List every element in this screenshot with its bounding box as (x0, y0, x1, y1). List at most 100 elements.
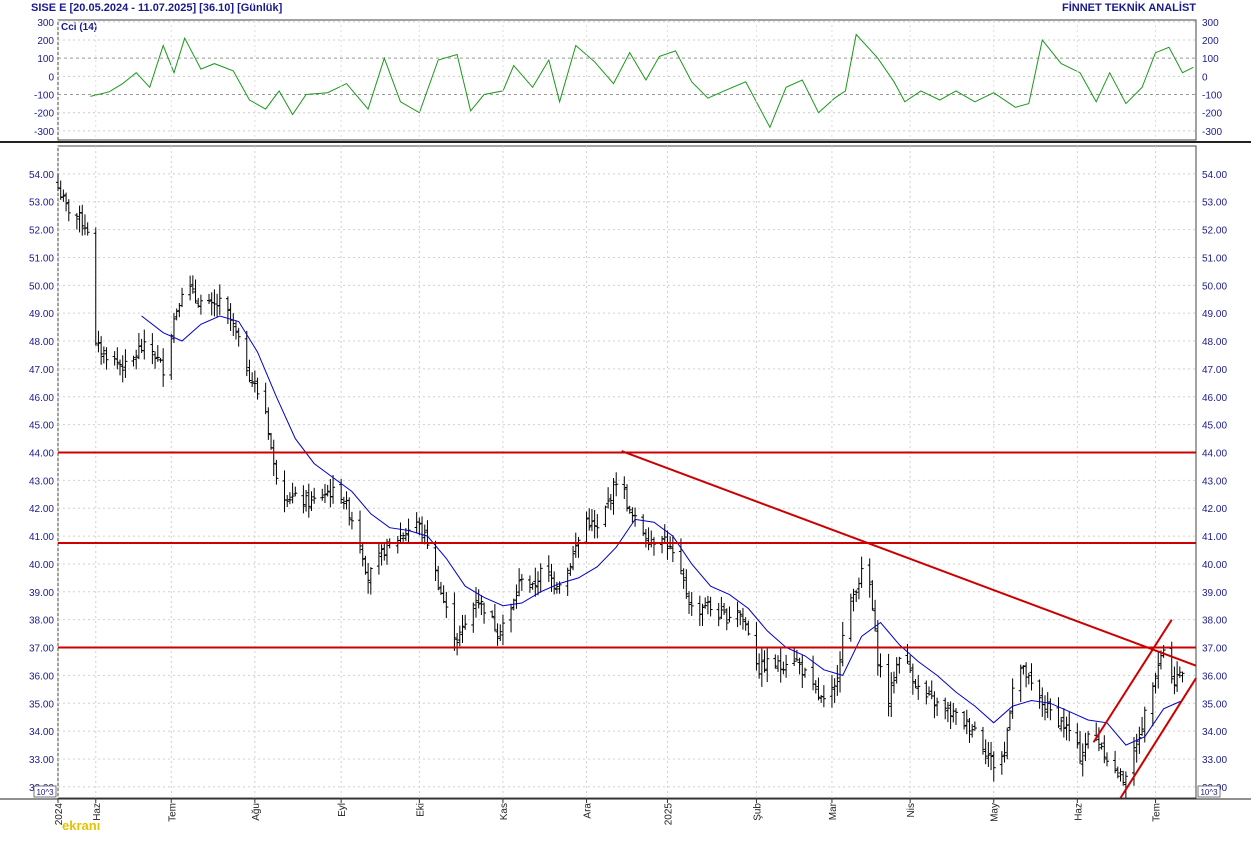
cci-panel: 300 300 200 200 100 100 0 0 -100 -100 -200 -200 -300… (0, 18, 1251, 143)
ohlc-bar (93, 227, 98, 346)
price-tick-label: 38.00 (1202, 616, 1227, 627)
ohlc-bar (967, 717, 972, 743)
ohlc-bar (490, 610, 495, 619)
cci-tick-label: -100 (1202, 91, 1222, 102)
ohlc-bar (870, 580, 875, 611)
ohlc-bar (150, 333, 155, 365)
ohlc-bar (452, 592, 457, 651)
ohlc-bar (595, 514, 600, 539)
price-tick-label: 46.00 (1202, 393, 1227, 404)
ohlc-bar (325, 484, 330, 497)
ohlc-bar (568, 563, 573, 576)
ohlc-bar (1172, 666, 1177, 695)
ohlc-bar (85, 222, 90, 236)
ohlc-bar (740, 607, 745, 630)
ohlc-bar (190, 275, 195, 294)
ohlc-bar (1169, 641, 1174, 684)
ohlc-bar (304, 489, 309, 512)
ohlc-bar (155, 345, 160, 362)
ohlc-bar (471, 602, 476, 633)
x-tick-label: Eki (415, 803, 426, 817)
ohlc-bar (271, 439, 276, 477)
ohlc-bar (972, 721, 977, 731)
ohlc-bar (538, 563, 543, 593)
ohlc-bar (1078, 730, 1083, 764)
ohlc-bar (897, 656, 902, 674)
ohlc-bar (1113, 750, 1118, 774)
ohlc-bar (878, 653, 883, 678)
price-tick-label: 34.00 (29, 727, 54, 738)
ohlc-bar (964, 709, 969, 735)
x-tick-label: Tem (1152, 803, 1163, 822)
ohlc-bar (1123, 771, 1128, 798)
ohlc-bar (476, 589, 481, 609)
ohlc-bar (927, 686, 932, 696)
ohlc-bar (989, 741, 994, 771)
ohlc-bar (358, 510, 363, 554)
ohlc-bar (266, 407, 271, 440)
ohlc-bar (123, 349, 128, 378)
ohlc-bar (382, 542, 387, 561)
trend-line (621, 450, 1197, 667)
ohlc-bar (606, 487, 611, 509)
ohlc-bar (131, 355, 136, 367)
ohlc-bar (495, 623, 500, 646)
ohlc-bar (233, 320, 238, 340)
ohlc-bar (80, 204, 85, 236)
ohlc-bar (519, 574, 524, 591)
ohlc-bar (1061, 708, 1066, 738)
ohlc-bar (236, 327, 241, 347)
cci-tick-label: -200 (1202, 109, 1222, 120)
ohlc-bar (552, 571, 557, 595)
price-tick-label: 41.00 (29, 532, 54, 543)
ohlc-bar (935, 697, 940, 716)
ohlc-bar (217, 284, 222, 315)
cci-tick-label: 100 (37, 54, 54, 65)
ohlc-bar (835, 664, 840, 696)
ohlc-bar (727, 606, 732, 623)
ohlc-bar (611, 478, 616, 515)
ohlc-bar (306, 483, 311, 518)
price-tick-label: 50.00 (1202, 281, 1227, 292)
cci-tick-label: -100 (34, 91, 54, 102)
ohlc-bar (854, 589, 859, 603)
ohlc-bar (924, 680, 929, 705)
ohlc-bar (646, 527, 651, 551)
ohlc-bar (401, 532, 406, 542)
ohlc-bar (500, 614, 505, 646)
ohlc-bar (970, 724, 975, 738)
ohlc-bar (894, 657, 899, 684)
price-tick-label: 34.00 (1202, 727, 1227, 738)
ohlc-bar (255, 377, 260, 400)
ohlc-bar (1175, 661, 1180, 692)
price-tick-label: 36.00 (1202, 671, 1227, 682)
price-tick-label: 49.00 (1202, 309, 1227, 320)
ohlc-bar (433, 540, 438, 582)
ohlc-bar (1134, 733, 1139, 763)
price-tick-label: 37.00 (1202, 644, 1227, 655)
ohlc-bar (1150, 682, 1155, 727)
ohlc-bar (778, 648, 783, 683)
ohlc-bar (784, 654, 789, 678)
ohlc-bar (821, 685, 826, 708)
x-tick-label: Haz (1073, 803, 1084, 821)
ohlc-bar (1153, 672, 1158, 694)
price-tick-label: 43.00 (1202, 476, 1227, 487)
ohlc-bar (943, 697, 948, 720)
x-tick-label: Haz (92, 803, 103, 821)
ohlc-bar (417, 517, 422, 536)
ohlc-bar (1121, 770, 1126, 786)
ohlc-bar (455, 633, 460, 656)
ohlc-bar (953, 708, 958, 725)
ohlc-bar (104, 347, 109, 370)
ohlc-bar (571, 545, 576, 571)
cci-tick-label: 200 (37, 36, 54, 47)
ohlc-bar (816, 677, 821, 701)
ohlc-bar (1115, 766, 1120, 779)
ohlc-bar (705, 595, 710, 615)
ohlc-bar (797, 657, 802, 675)
ohlc-bar (916, 674, 921, 700)
ohlc-bar (349, 511, 354, 530)
ohlc-bar (460, 614, 465, 644)
